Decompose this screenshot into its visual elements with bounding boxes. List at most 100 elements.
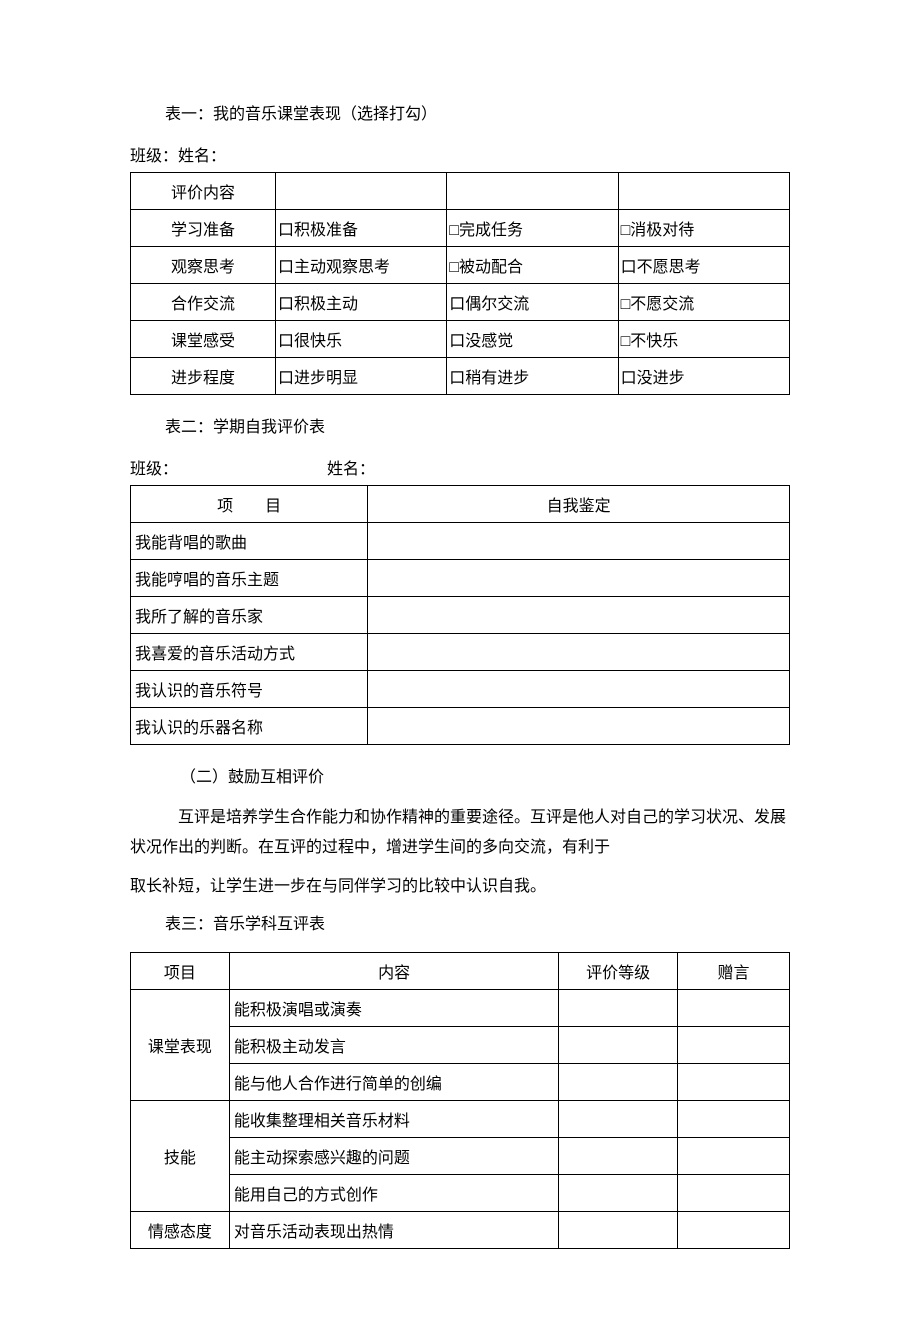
row-value[interactable] bbox=[368, 671, 790, 708]
table1-header-row: 评价内容 bbox=[131, 173, 790, 210]
row-value[interactable] bbox=[368, 560, 790, 597]
item-content: 能积极演唱或演奏 bbox=[229, 990, 559, 1027]
table-row: 能与他人合作进行简单的创编 bbox=[131, 1064, 790, 1101]
checkbox-option[interactable]: 口积极准备 bbox=[275, 210, 446, 247]
row-label: 我所了解的音乐家 bbox=[131, 597, 368, 634]
table-row: 我能哼唱的音乐主题 bbox=[131, 560, 790, 597]
row-value[interactable] bbox=[368, 708, 790, 745]
checkbox-option[interactable]: 口稍有进步 bbox=[447, 358, 618, 395]
row-value[interactable] bbox=[368, 634, 790, 671]
group-label: 情感态度 bbox=[131, 1212, 230, 1249]
rating-cell[interactable] bbox=[559, 990, 678, 1027]
table-row: 能主动探索感兴趣的问题 bbox=[131, 1138, 790, 1175]
row-label: 我能背唱的歌曲 bbox=[131, 523, 368, 560]
table2: 项目 自我鉴定 我能背唱的歌曲 我能哼唱的音乐主题 我所了解的音乐家 我喜爱的音… bbox=[130, 485, 790, 745]
checkbox-option[interactable]: □不快乐 bbox=[618, 321, 789, 358]
name-label: 姓名： bbox=[327, 461, 375, 478]
table2-header-col2: 自我鉴定 bbox=[368, 486, 790, 523]
table1-header-label: 评价内容 bbox=[131, 173, 276, 210]
table2-header-row: 项目 自我鉴定 bbox=[131, 486, 790, 523]
row-label: 课堂感受 bbox=[131, 321, 276, 358]
checkbox-option[interactable]: □消极对待 bbox=[618, 210, 789, 247]
comment-cell[interactable] bbox=[677, 1101, 789, 1138]
row-label: 合作交流 bbox=[131, 284, 276, 321]
row-label: 我认识的音乐符号 bbox=[131, 671, 368, 708]
table-row: 技能 能收集整理相关音乐材料 bbox=[131, 1101, 790, 1138]
checkbox-option[interactable]: 口进步明显 bbox=[275, 358, 446, 395]
checkbox-option[interactable]: □完成任务 bbox=[447, 210, 618, 247]
comment-cell[interactable] bbox=[677, 1138, 789, 1175]
item-content: 对音乐活动表现出热情 bbox=[229, 1212, 559, 1249]
class-label: 班级： bbox=[130, 461, 178, 478]
table1-header-empty1 bbox=[275, 173, 446, 210]
row-label: 进步程度 bbox=[131, 358, 276, 395]
table1-header-empty2 bbox=[447, 173, 618, 210]
checkbox-option[interactable]: 口积极主动 bbox=[275, 284, 446, 321]
table-row: 合作交流 口积极主动 口偶尔交流 □不愿交流 bbox=[131, 284, 790, 321]
table1-subheader: 班级：姓名： bbox=[130, 142, 790, 166]
comment-cell[interactable] bbox=[677, 1027, 789, 1064]
table-row: 我认识的乐器名称 bbox=[131, 708, 790, 745]
checkbox-option[interactable]: 口没进步 bbox=[618, 358, 789, 395]
table2-caption: 表二：学期自我评价表 bbox=[165, 413, 790, 437]
table-row: 进步程度 口进步明显 口稍有进步 口没进步 bbox=[131, 358, 790, 395]
item-content: 能积极主动发言 bbox=[229, 1027, 559, 1064]
table-row: 我能背唱的歌曲 bbox=[131, 523, 790, 560]
table3-header-c1: 项目 bbox=[131, 953, 230, 990]
table1-header-empty3 bbox=[618, 173, 789, 210]
table-row: 情感态度 对音乐活动表现出热情 bbox=[131, 1212, 790, 1249]
row-value[interactable] bbox=[368, 523, 790, 560]
checkbox-option[interactable]: 口偶尔交流 bbox=[447, 284, 618, 321]
table-row: 我喜爱的音乐活动方式 bbox=[131, 634, 790, 671]
table1-caption: 表一：我的音乐课堂表现（选择打勾） bbox=[165, 100, 790, 124]
table3: 项目 内容 评价等级 赠言 课堂表现 能积极演唱或演奏 能积极主动发言 能与他人… bbox=[130, 952, 790, 1249]
table2-header-col1: 项目 bbox=[131, 486, 368, 523]
table3-header-c3: 评价等级 bbox=[559, 953, 678, 990]
table-row: 学习准备 口积极准备 □完成任务 □消极对待 bbox=[131, 210, 790, 247]
rating-cell[interactable] bbox=[559, 1212, 678, 1249]
table3-header-c2: 内容 bbox=[229, 953, 559, 990]
row-label: 我喜爱的音乐活动方式 bbox=[131, 634, 368, 671]
body-paragraph: 取长补短，让学生进一步在与同伴学习的比较中认识自我。 bbox=[130, 872, 790, 902]
table2-subheader: 班级： 姓名： bbox=[130, 455, 790, 479]
comment-cell[interactable] bbox=[677, 990, 789, 1027]
row-label: 我认识的乐器名称 bbox=[131, 708, 368, 745]
row-label: 我能哼唱的音乐主题 bbox=[131, 560, 368, 597]
table3-caption: 表三：音乐学科互评表 bbox=[165, 910, 790, 934]
checkbox-option[interactable]: 口不愿思考 bbox=[618, 247, 789, 284]
table-row: 课堂感受 口很快乐 口没感觉 □不快乐 bbox=[131, 321, 790, 358]
checkbox-option[interactable]: □被动配合 bbox=[447, 247, 618, 284]
group-label: 课堂表现 bbox=[131, 990, 230, 1101]
table-row: 观察思考 口主动观察思考 □被动配合 口不愿思考 bbox=[131, 247, 790, 284]
table3-header-row: 项目 内容 评价等级 赠言 bbox=[131, 953, 790, 990]
item-content: 能收集整理相关音乐材料 bbox=[229, 1101, 559, 1138]
rating-cell[interactable] bbox=[559, 1064, 678, 1101]
rating-cell[interactable] bbox=[559, 1138, 678, 1175]
group-label: 技能 bbox=[131, 1101, 230, 1212]
comment-cell[interactable] bbox=[677, 1064, 789, 1101]
rating-cell[interactable] bbox=[559, 1175, 678, 1212]
table-row: 能用自己的方式创作 bbox=[131, 1175, 790, 1212]
table-row: 我认识的音乐符号 bbox=[131, 671, 790, 708]
checkbox-option[interactable]: 口没感觉 bbox=[447, 321, 618, 358]
table-row: 我所了解的音乐家 bbox=[131, 597, 790, 634]
row-label: 观察思考 bbox=[131, 247, 276, 284]
rating-cell[interactable] bbox=[559, 1101, 678, 1138]
checkbox-option[interactable]: □不愿交流 bbox=[618, 284, 789, 321]
table3-header-c4: 赠言 bbox=[677, 953, 789, 990]
rating-cell[interactable] bbox=[559, 1027, 678, 1064]
row-label: 学习准备 bbox=[131, 210, 276, 247]
checkbox-option[interactable]: 口很快乐 bbox=[275, 321, 446, 358]
body-paragraph: 互评是培养学生合作能力和协作精神的重要途径。互评是他人对自己的学习状况、发展状况… bbox=[130, 803, 790, 864]
comment-cell[interactable] bbox=[677, 1212, 789, 1249]
table1: 评价内容 学习准备 口积极准备 □完成任务 □消极对待 观察思考 口主动观察思考… bbox=[130, 172, 790, 395]
table-row: 能积极主动发言 bbox=[131, 1027, 790, 1064]
item-content: 能主动探索感兴趣的问题 bbox=[229, 1138, 559, 1175]
section2-title: （二）鼓励互相评价 bbox=[180, 763, 790, 787]
table-row: 课堂表现 能积极演唱或演奏 bbox=[131, 990, 790, 1027]
row-value[interactable] bbox=[368, 597, 790, 634]
checkbox-option[interactable]: 口主动观察思考 bbox=[275, 247, 446, 284]
item-content: 能用自己的方式创作 bbox=[229, 1175, 559, 1212]
comment-cell[interactable] bbox=[677, 1175, 789, 1212]
item-content: 能与他人合作进行简单的创编 bbox=[229, 1064, 559, 1101]
